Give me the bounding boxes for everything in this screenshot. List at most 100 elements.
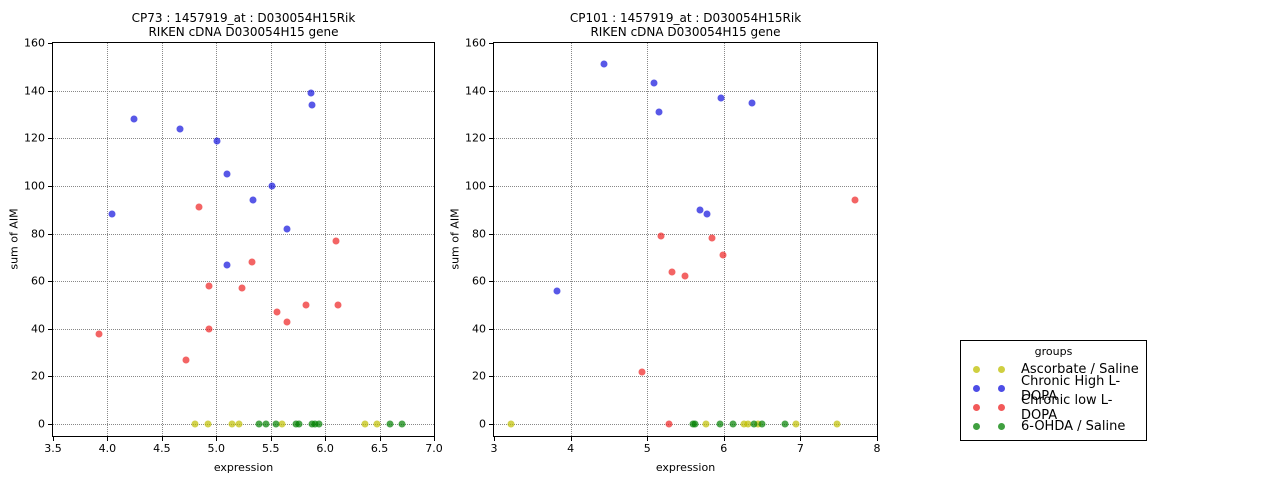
data-point	[262, 420, 270, 428]
data-point	[681, 272, 689, 280]
legend-item-label: 6-OHDA / Saline	[1021, 419, 1126, 434]
data-point	[228, 420, 236, 428]
y-tick-mark	[48, 424, 52, 426]
data-point	[283, 225, 291, 233]
data-point	[302, 301, 310, 309]
x-tick-mark	[107, 437, 109, 441]
legend-marker-dot	[973, 366, 980, 373]
y-gridline	[494, 328, 877, 330]
x-tick-mark	[877, 437, 878, 441]
data-point	[204, 420, 212, 428]
data-point	[717, 94, 725, 102]
plot-title-line2: RIKEN cDNA D030054H15 gene	[590, 25, 781, 39]
data-point	[719, 251, 727, 259]
legend-item-label: Ascorbate / Saline	[1021, 362, 1139, 377]
x-axis-label: expression	[213, 461, 274, 474]
data-point	[176, 125, 184, 133]
data-point	[708, 234, 716, 242]
x-tick-mark	[161, 437, 163, 441]
y-tick-label: 40	[472, 322, 486, 336]
data-point	[507, 420, 515, 428]
x-tick-label: 3.5	[44, 442, 62, 455]
data-point	[716, 420, 724, 428]
data-point	[248, 258, 256, 266]
y-tick-mark	[48, 328, 52, 330]
x-gridline	[647, 43, 649, 436]
data-point	[182, 356, 190, 364]
data-point	[729, 420, 737, 428]
data-point	[334, 301, 342, 309]
data-point	[95, 330, 103, 338]
data-point	[308, 101, 316, 109]
y-gridline	[53, 328, 434, 330]
y-tick-mark	[48, 281, 52, 283]
x-tick-mark	[494, 437, 495, 441]
data-point	[702, 420, 710, 428]
y-tick-label: 80	[472, 227, 486, 241]
x-tick-label: 8	[873, 442, 881, 455]
y-tick-label: 140	[24, 84, 45, 98]
x-tick-mark	[434, 437, 435, 441]
legend-item: Chronic low L-DOPA	[961, 393, 1146, 423]
plot-title-line2: RIKEN cDNA D030054H15 gene	[148, 25, 339, 39]
x-gridline	[379, 43, 381, 436]
x-gridline	[270, 43, 272, 436]
legend-marker-dot	[973, 423, 980, 430]
data-point	[223, 170, 231, 178]
legend-title: groups	[1034, 345, 1073, 358]
data-point	[703, 210, 711, 218]
y-tick-label: 120	[24, 131, 45, 145]
data-point	[748, 99, 756, 107]
plot-frame	[493, 42, 878, 437]
y-tick-label: 0	[479, 417, 486, 431]
y-tick-label: 100	[465, 179, 486, 193]
data-point	[740, 420, 748, 428]
x-tick-label: 5	[643, 442, 651, 455]
y-tick-mark	[489, 43, 493, 44]
x-tick-label: 6.5	[370, 442, 389, 455]
x-gridline	[161, 43, 163, 436]
x-tick-label: 7	[796, 442, 804, 455]
data-point	[307, 89, 315, 97]
legend-item: Ascorbate / Saline	[961, 360, 1146, 379]
y-tick-mark	[489, 233, 493, 235]
data-point	[108, 210, 116, 218]
data-point	[195, 203, 203, 211]
data-point	[223, 261, 231, 268]
y-tick-mark	[48, 233, 52, 235]
x-tick-label: 4.5	[153, 442, 171, 455]
legend-marker-dot	[998, 385, 1005, 392]
y-gridline	[53, 138, 434, 140]
data-point	[792, 420, 800, 428]
x-tick-mark	[216, 437, 218, 441]
y-gridline	[53, 281, 434, 283]
y-tick-mark	[48, 90, 52, 92]
data-point	[750, 420, 758, 428]
y-tick-mark	[48, 138, 52, 140]
y-gridline	[53, 90, 434, 92]
y-tick-label: 40	[31, 322, 45, 336]
plot-title-line1: CP73 : 1457919_at : D030054H15Rik	[131, 11, 356, 25]
x-tick-mark	[270, 437, 272, 441]
x-tick-mark	[325, 437, 327, 441]
y-tick-mark	[48, 185, 52, 187]
data-point	[638, 368, 646, 376]
data-point	[373, 420, 381, 428]
y-tick-mark	[489, 281, 493, 283]
y-tick-mark	[48, 43, 52, 44]
y-tick-label: 20	[31, 369, 45, 383]
y-tick-label: 120	[465, 131, 486, 145]
y-gridline	[494, 424, 877, 426]
x-tick-mark	[379, 437, 381, 441]
data-point	[191, 420, 198, 428]
data-point	[255, 420, 263, 428]
data-point	[130, 115, 138, 123]
data-point	[398, 420, 406, 428]
x-gridline	[800, 43, 802, 436]
legend-marker-dot	[998, 366, 1005, 373]
y-gridline	[494, 281, 877, 283]
data-point	[273, 308, 281, 316]
y-gridline	[53, 424, 434, 426]
y-tick-mark	[489, 376, 493, 378]
